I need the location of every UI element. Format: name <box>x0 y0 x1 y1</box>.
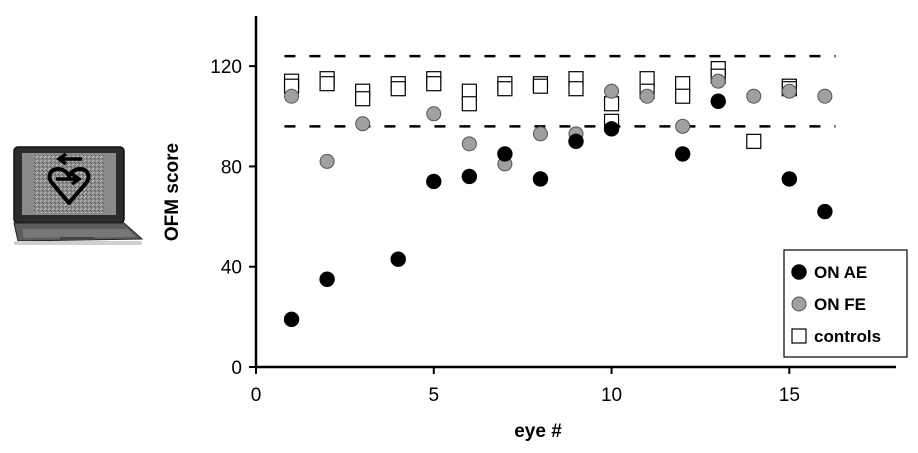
point-controls <box>461 83 477 99</box>
point-controls <box>355 91 371 107</box>
point-on-fe <box>461 136 477 152</box>
legend-marker-controls <box>791 328 807 344</box>
point-on-ae <box>568 133 584 150</box>
point-controls <box>319 76 335 92</box>
point-on-fe <box>639 88 655 104</box>
x-tick-label: 0 <box>251 385 262 406</box>
y-tick-label: 40 <box>221 258 242 279</box>
point-controls <box>532 78 549 94</box>
x-axis-title: eye # <box>514 421 562 442</box>
point-controls <box>497 81 513 97</box>
point-on-ae <box>674 146 691 162</box>
point-on-ae <box>390 251 406 267</box>
point-on-fe <box>710 73 726 89</box>
point-on-fe <box>781 83 797 99</box>
point-controls <box>675 88 691 104</box>
point-controls <box>568 81 584 97</box>
point-controls <box>461 96 477 112</box>
x-tick-label: 10 <box>601 385 622 406</box>
point-on-fe <box>817 88 833 104</box>
legend-label-controls: controls <box>814 327 881 346</box>
point-on-fe <box>746 88 762 104</box>
x-tick-label: 5 <box>428 385 439 406</box>
legend-label-on-fe: ON FE <box>814 295 866 314</box>
point-controls <box>390 81 406 97</box>
y-tick-label: 80 <box>221 157 242 178</box>
heart-arrows-icon <box>47 167 91 205</box>
point-controls <box>675 76 691 92</box>
point-on-fe <box>532 126 548 142</box>
laptop-illustration <box>12 145 144 247</box>
point-on-ae <box>461 168 478 185</box>
point-on-ae <box>532 171 549 187</box>
point-controls <box>639 71 655 87</box>
point-on-ae <box>603 121 620 137</box>
y-tick-label: 0 <box>231 358 242 379</box>
point-on-ae <box>426 173 442 190</box>
x-tick-label: 15 <box>779 385 800 406</box>
point-on-ae <box>817 203 833 220</box>
point-on-ae <box>497 146 513 162</box>
legend: ON AE ON FE controls <box>783 249 908 358</box>
data-points <box>283 61 833 328</box>
point-controls <box>426 76 442 92</box>
reference-lines <box>284 54 836 128</box>
point-on-fe <box>284 88 300 104</box>
point-on-ae <box>781 171 798 187</box>
point-on-fe <box>675 118 691 134</box>
ticks: 0 40 80 120 0 5 10 15 <box>210 57 800 406</box>
legend-marker-on-fe <box>791 296 807 312</box>
legend-label-on-ae: ON AE <box>814 263 867 282</box>
point-controls <box>603 96 620 112</box>
point-on-fe <box>426 106 442 122</box>
point-controls <box>746 133 762 149</box>
point-on-ae <box>710 93 726 109</box>
point-on-fe <box>355 116 371 132</box>
y-tick-label: 120 <box>210 57 242 78</box>
legend-marker-on-ae <box>791 264 807 280</box>
point-on-fe <box>319 153 335 169</box>
point-on-fe <box>604 83 620 99</box>
y-axis-title: OFM score <box>162 143 183 241</box>
point-on-ae <box>319 271 335 287</box>
point-on-ae <box>283 311 300 328</box>
